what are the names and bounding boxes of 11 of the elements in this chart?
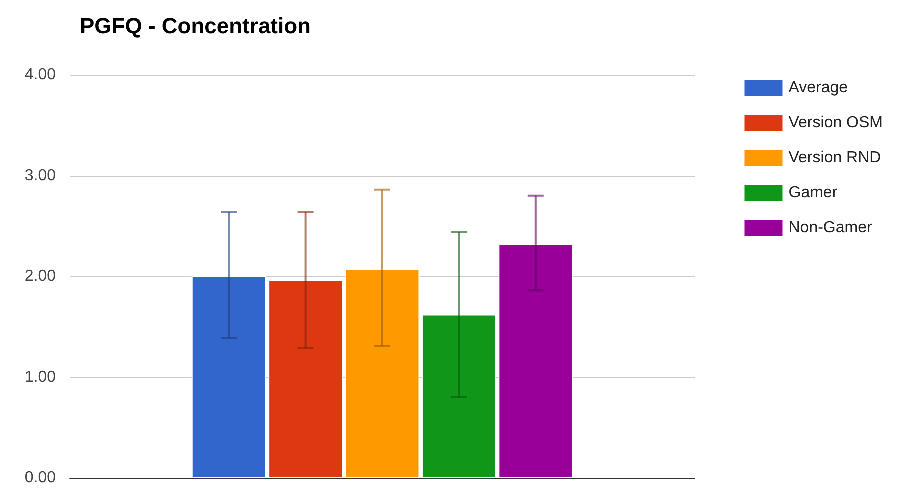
y-tick-label: 4.00 — [24, 66, 56, 84]
y-tick-label: 0.00 — [24, 470, 56, 486]
legend-label: Version RND — [788, 150, 882, 166]
y-tick-label: 3.00 — [24, 167, 56, 184]
legend-label: Non-Gamer — [788, 220, 873, 236]
legend-label: Gamer — [788, 184, 838, 202]
legend-label: Average — [788, 80, 848, 96]
y-tick-label: 2.00 — [24, 268, 56, 285]
chart-title: PGFQ - Concentration — [80, 14, 311, 38]
y-tick-label: 1.00 — [24, 368, 56, 386]
legend-label: Version OSM — [788, 114, 884, 132]
